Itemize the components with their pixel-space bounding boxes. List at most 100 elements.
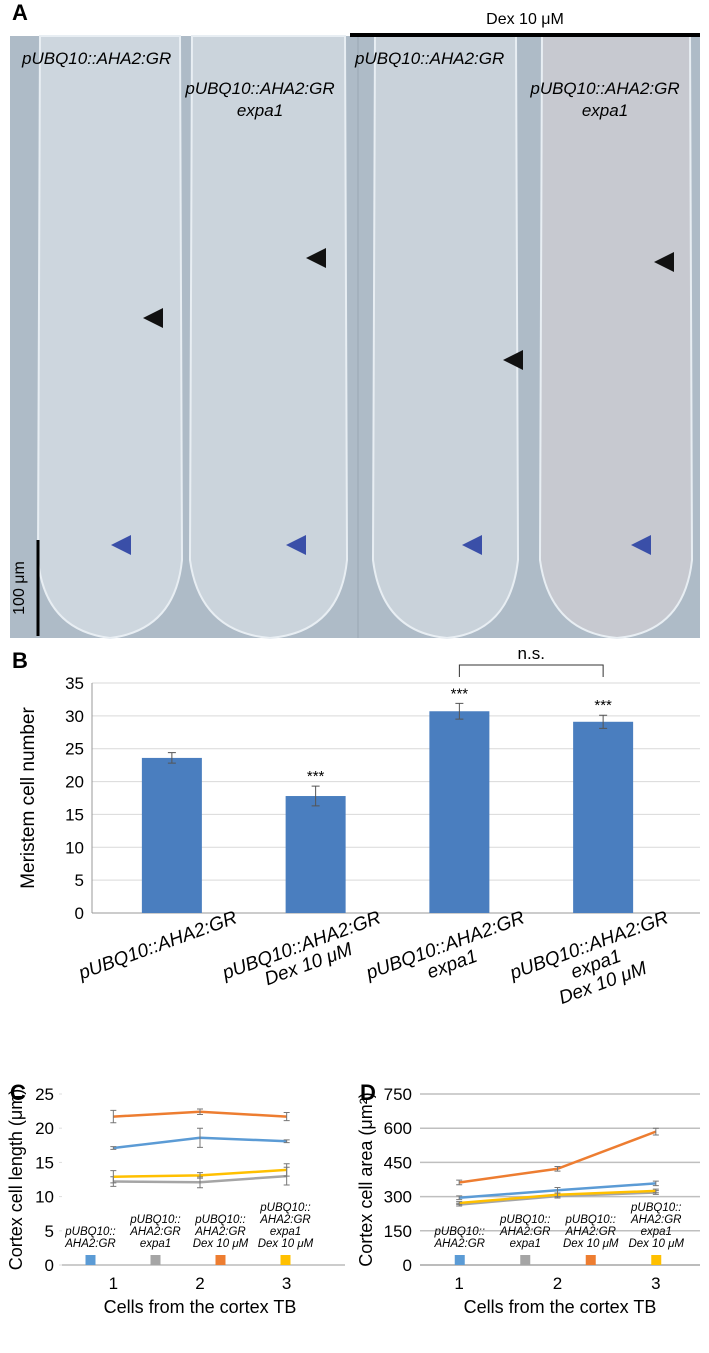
error-bar [455,702,464,720]
legend-label: pUBQ10:: AHA2:GR expa1 [499,1214,551,1250]
bar [573,721,634,913]
error-bar [456,1179,463,1186]
y-tick-label: 10 [35,1188,54,1207]
y-tick-label: 25 [35,1085,54,1104]
x-tick-label: pUBQ10::AHA2:GRexpa1 [363,907,535,1003]
bracket [458,664,604,677]
bar [141,757,202,913]
error-bar [110,1146,117,1150]
error-bar [283,1139,290,1144]
legend-label: pUBQ10:: AHA2:GR Dex 10 μM [563,1214,619,1250]
y-tick-label: 20 [65,773,84,792]
arrowhead [306,248,326,268]
y-tick-label: 300 [384,1188,412,1207]
error-bar [110,1109,117,1124]
root [36,35,184,640]
arrowhead [654,252,674,272]
error-bar [456,1201,463,1205]
y-tick-label: 0 [75,904,84,923]
y-axis-label: Meristem cell number [18,707,39,889]
legend-swatch [280,1255,291,1265]
root [371,35,520,640]
root [188,35,349,640]
error-bar [652,1127,659,1136]
panel-label: A [12,0,28,25]
y-tick-label: 0 [45,1256,54,1275]
x-axis-label: Cells from the cortex TB [104,1297,297,1317]
legend-label: pUBQ10:: AHA2:GR [434,1226,486,1250]
legend-swatch [454,1255,465,1265]
error-bar [110,1170,117,1184]
legend-label: pUBQ10:: AHA2:GR expa1 Dex 10 μM [258,1202,314,1250]
y-tick-label: 20 [35,1119,54,1138]
legend-swatch [651,1255,662,1265]
arrowhead [631,535,651,555]
error-bar [599,714,608,729]
y-axis-label: Cortex cell area (μm²) [356,1092,376,1266]
significance-label: *** [451,685,469,702]
legend-label: pUBQ10:: AHA2:GR Dex 10 μM [193,1214,249,1250]
legend-label: pUBQ10:: AHA2:GR expa1 Dex 10 μM [628,1202,684,1250]
x-tick-label: pUBQ10::AHA2:GRexpa1Dex 10 μM [506,907,685,1022]
error-bar [283,1111,290,1122]
error-bar [283,1163,290,1177]
error-bar [456,1195,463,1201]
x-tick-label: 1 [454,1274,463,1293]
legend-swatch [520,1255,531,1265]
y-tick-label: 25 [65,740,84,759]
legend-swatch [150,1255,161,1265]
y-tick-label: 30 [65,707,84,726]
y-tick-label: 600 [384,1119,412,1138]
root [538,35,694,640]
arrowhead [462,535,482,555]
arrowhead [286,535,306,555]
error-bar [197,1127,203,1148]
panel-label: B [12,648,28,673]
y-axis-label: Cortex cell length (μm) [6,1089,26,1270]
y-tick-label: 150 [384,1222,412,1241]
micrograph [10,35,700,640]
legend-swatch [215,1255,226,1265]
error-bar [197,1108,203,1116]
error-bar [311,785,320,807]
error-bar [167,752,176,764]
x-tick-label: pUBQ10::AHA2:GRDex 10 μM [219,907,391,1003]
series-line [458,1130,657,1184]
legend-label: pUBQ10:: AHA2:GR expa1 [129,1214,181,1250]
legend-swatch [85,1255,96,1265]
x-tick-label: 2 [195,1274,204,1293]
error-bar [652,1188,659,1194]
x-tick-label: pUBQ10::AHA2:GR [75,907,240,984]
y-tick-label: 0 [403,1256,412,1275]
y-tick-label: 5 [45,1222,54,1241]
y-tick-label: 5 [75,871,84,890]
x-tick-label: 3 [282,1274,291,1293]
scale-bar-label: 100 μm [11,561,28,615]
panel-label: D [360,1080,376,1105]
y-tick-label: 450 [384,1153,412,1172]
legend-label: pUBQ10:: AHA2:GR [64,1226,116,1250]
bracket-label: n.s. [518,644,545,663]
genotype-label: pUBQ10::AHA2:GR [354,49,504,68]
legend-swatch [585,1255,596,1265]
error-bar [554,1192,561,1198]
bar [429,711,490,913]
panel-label: C [10,1080,26,1105]
significance-label: *** [594,697,612,714]
y-tick-label: 10 [65,838,84,857]
x-tick-label: 3 [651,1274,660,1293]
x-axis-label: Cells from the cortex TB [464,1297,657,1317]
y-tick-label: 750 [384,1085,412,1104]
bar [285,796,346,913]
arrowhead [111,535,131,555]
treatment-label: Dex 10 μM [486,11,564,28]
genotype-label: pUBQ10::AHA2:GR [21,49,171,68]
error-bar [652,1180,659,1187]
significance-label: *** [307,768,325,785]
x-tick-label: 1 [109,1274,118,1293]
y-tick-label: 35 [65,674,84,693]
arrowhead [143,308,163,328]
error-bar [197,1172,203,1179]
y-tick-label: 15 [65,805,84,824]
